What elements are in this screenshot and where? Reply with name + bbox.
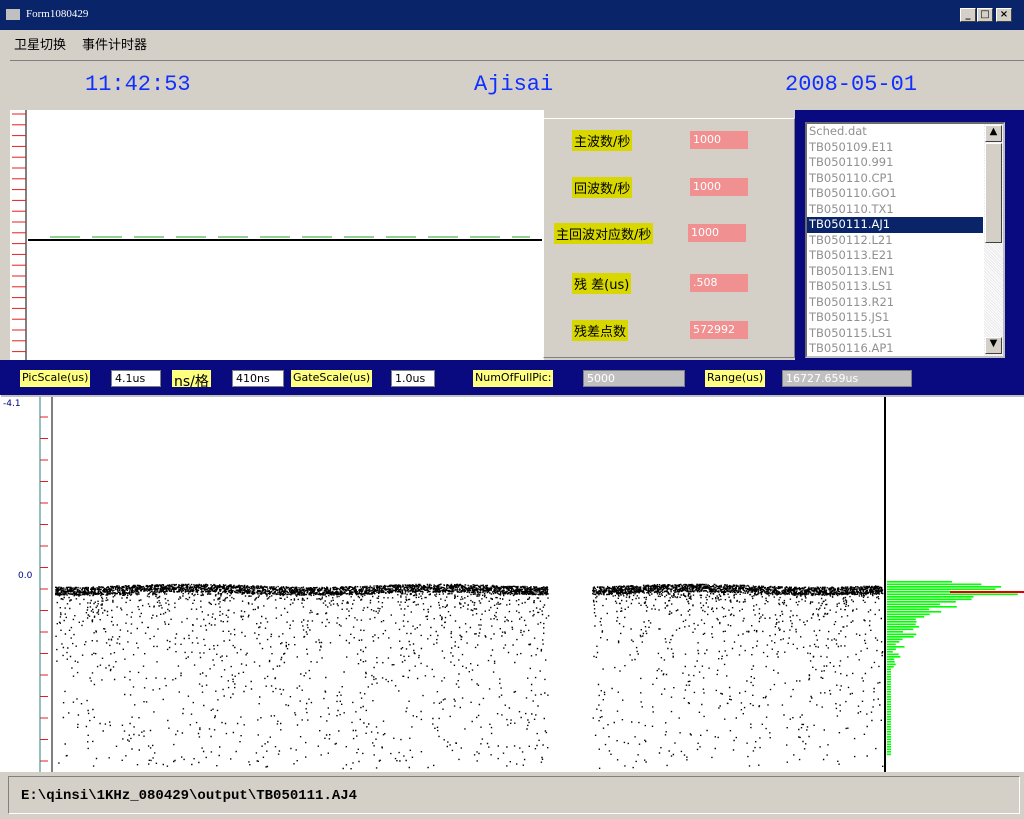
menu-item[interactable]: 事件计时器: [82, 38, 148, 53]
plot-background: [0, 395, 1024, 772]
title-bar: Form1080429 _ □ ×: [0, 0, 1024, 30]
axis-ticks: [12, 113, 26, 353]
scroll-up[interactable]: ▲: [985, 125, 1002, 142]
file-item[interactable]: TB050113.R21: [809, 294, 895, 309]
time-display: 11:42:53: [85, 72, 191, 97]
app-icon: [6, 9, 20, 20]
date-display: 2008-05-01: [785, 72, 918, 97]
info-panel: [543, 118, 795, 358]
setting-label: PicScale(us): [20, 370, 91, 387]
setting-label: ns/格: [172, 370, 211, 390]
setting-value[interactable]: 1.0us: [391, 370, 435, 387]
file-item[interactable]: TB050112.L21: [809, 232, 893, 247]
info-value: 1000: [690, 131, 748, 149]
file-item[interactable]: TB050115.JS1: [809, 310, 890, 324]
info-label: 回波数/秒: [572, 177, 633, 198]
file-item[interactable]: TB050110.991: [809, 155, 894, 169]
file-item[interactable]: TB050116.AP1: [809, 341, 894, 355]
setting-label: GateScale(us): [291, 370, 373, 387]
window-title: Form1080429: [26, 8, 89, 20]
file-item[interactable]: Sched.dat: [809, 124, 867, 138]
file-item[interactable]: TB050113.LS1: [809, 279, 893, 293]
file-item[interactable]: TB050110.TX1: [809, 201, 894, 216]
file-item[interactable]: TB050110.GO1: [809, 186, 897, 200]
file-list[interactable]: Sched.dat TB050109.E11 TB050110.991 TB05011…: [805, 122, 1005, 358]
file-item[interactable]: TB050110.CP1: [809, 170, 894, 185]
minimize-button[interactable]: _: [960, 8, 976, 22]
setting-value[interactable]: 410ns: [232, 370, 284, 387]
setting-label: Range(us): [705, 370, 766, 387]
axis-label: -4.1: [3, 399, 21, 409]
header-panel: [10, 60, 1024, 110]
info-value: 572992: [690, 321, 748, 339]
plot-background: [10, 110, 544, 360]
info-label: 残差点数: [572, 320, 629, 341]
axis-label: 0.0: [18, 571, 33, 581]
setting-value: 5000: [583, 370, 685, 387]
setting-value: 16727.659us: [782, 370, 912, 387]
menu-item[interactable]: 卫星切换: [14, 38, 67, 53]
residual-scatter: [55, 583, 884, 770]
info-label: 主回波对应数/秒: [554, 223, 654, 244]
info-label: 残 差(us): [572, 273, 632, 294]
file-item[interactable]: TB050113.EN1: [809, 263, 895, 278]
info-value: 1000: [690, 178, 748, 196]
scroll-down[interactable]: ▼: [985, 337, 1002, 354]
setting-value[interactable]: 4.1us: [111, 370, 161, 387]
residual-plot: -4.1 0.0: [0, 395, 1024, 772]
status-path: E:\qinsi\1KHz_080429\output\TB050111.AJ4: [21, 788, 358, 804]
file-item[interactable]: TB050113.E21: [809, 248, 894, 262]
info-value: 1000: [688, 224, 746, 242]
file-item[interactable]: TB050115.LS1: [809, 325, 893, 340]
info-label: 主波数/秒: [572, 130, 633, 151]
pulse-plot: [10, 110, 544, 360]
status-bar: E:\qinsi\1KHz_080429\output\TB050111.AJ4: [8, 776, 1020, 814]
file-item[interactable]: TB050109.E11: [809, 139, 894, 154]
satellite-name: Ajisai: [474, 72, 554, 97]
setting-label: NumOfFullPic:: [473, 370, 554, 387]
maximize-button[interactable]: □: [977, 8, 993, 22]
menu-bar: 卫星切换 事件计时器: [0, 30, 1024, 55]
info-value: .508: [690, 274, 748, 292]
axis-ticks: [40, 416, 48, 762]
file-item[interactable]: TB050111.AJ1: [807, 217, 983, 233]
scroll-thumb[interactable]: [985, 143, 1002, 243]
scrollbar[interactable]: ▲ ▼: [984, 124, 1003, 356]
close-button[interactable]: ×: [996, 8, 1012, 22]
